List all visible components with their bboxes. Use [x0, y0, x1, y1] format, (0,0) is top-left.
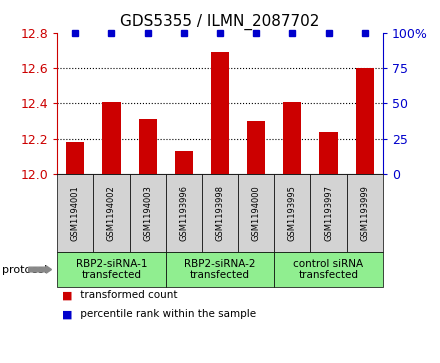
Text: GSM1194002: GSM1194002: [107, 185, 116, 241]
Bar: [175, 151, 193, 174]
Bar: [139, 119, 157, 174]
Bar: [211, 52, 229, 174]
Bar: [66, 142, 84, 174]
Text: ■: ■: [62, 309, 72, 319]
Text: GSM1194000: GSM1194000: [252, 185, 260, 241]
Bar: [283, 102, 301, 174]
Text: ■: ■: [62, 290, 72, 301]
Text: percentile rank within the sample: percentile rank within the sample: [77, 309, 256, 319]
Text: control siRNA
transfected: control siRNA transfected: [293, 259, 363, 280]
Text: GSM1193999: GSM1193999: [360, 185, 369, 241]
Bar: [356, 68, 374, 174]
Text: RBP2-siRNA-2
transfected: RBP2-siRNA-2 transfected: [184, 259, 256, 280]
Text: protocol: protocol: [2, 265, 48, 274]
Bar: [247, 121, 265, 174]
Text: GSM1193996: GSM1193996: [180, 185, 188, 241]
Text: RBP2-siRNA-1
transfected: RBP2-siRNA-1 transfected: [76, 259, 147, 280]
Title: GDS5355 / ILMN_2087702: GDS5355 / ILMN_2087702: [120, 14, 320, 30]
Text: GSM1193998: GSM1193998: [216, 185, 224, 241]
Text: GSM1193997: GSM1193997: [324, 185, 333, 241]
Text: GSM1194001: GSM1194001: [71, 185, 80, 241]
Bar: [319, 132, 337, 174]
Text: GSM1194003: GSM1194003: [143, 185, 152, 241]
Text: GSM1193995: GSM1193995: [288, 185, 297, 241]
Bar: [103, 102, 121, 174]
Text: transformed count: transformed count: [77, 290, 177, 301]
